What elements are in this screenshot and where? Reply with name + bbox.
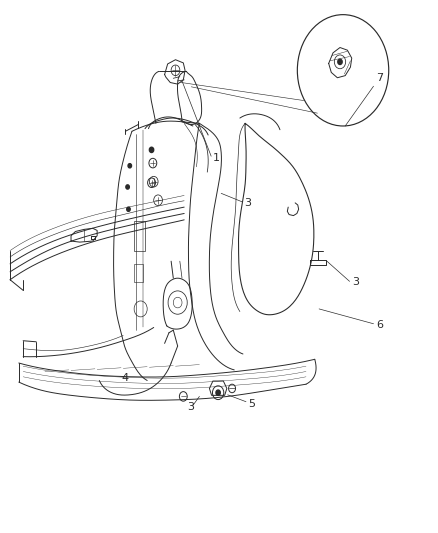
Text: 1: 1	[213, 153, 220, 163]
Bar	[134, 264, 143, 282]
Circle shape	[126, 185, 129, 189]
Text: 6: 6	[377, 320, 384, 330]
Circle shape	[127, 207, 130, 212]
Bar	[134, 221, 145, 251]
Text: 3: 3	[244, 198, 251, 208]
Text: 3: 3	[353, 277, 360, 287]
Text: 5: 5	[248, 399, 255, 409]
Circle shape	[216, 390, 220, 395]
Text: 7: 7	[377, 73, 384, 83]
Text: 4: 4	[122, 373, 129, 383]
Circle shape	[128, 164, 131, 168]
Text: 3: 3	[187, 402, 194, 412]
Circle shape	[338, 59, 342, 64]
Circle shape	[149, 147, 154, 152]
